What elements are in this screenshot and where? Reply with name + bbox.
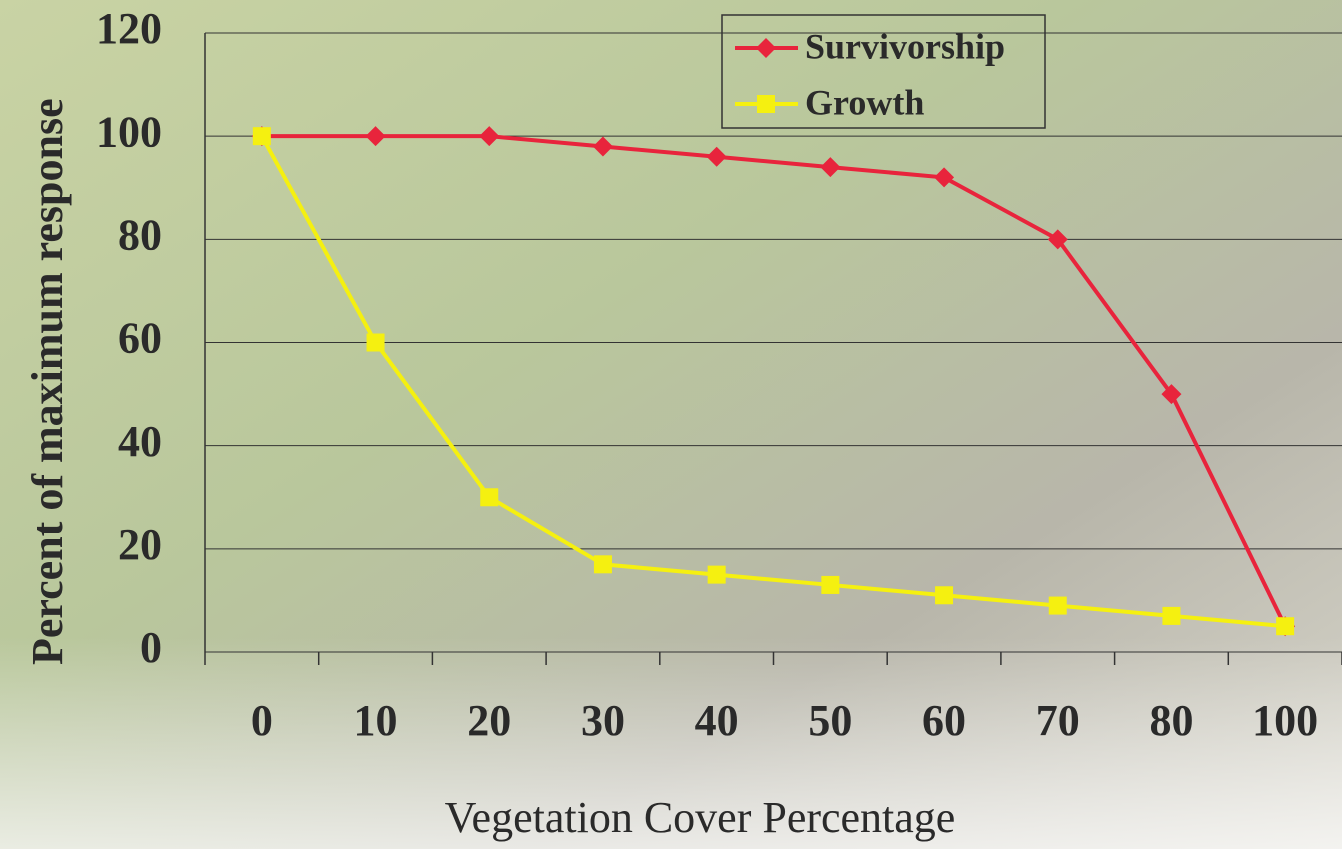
data-point <box>479 126 500 147</box>
data-point <box>365 126 386 147</box>
y-axis-label: Percent of maximum response <box>23 98 72 665</box>
x-axis-label: Vegetation Cover Percentage <box>445 793 956 842</box>
legend-label: Growth <box>805 82 924 122</box>
data-point <box>707 565 726 584</box>
data-point <box>480 488 499 507</box>
data-point <box>252 127 271 146</box>
x-tick-label: 80 <box>1149 696 1193 745</box>
legend-marker <box>757 95 775 113</box>
data-point <box>1161 384 1182 405</box>
data-point <box>1047 229 1068 250</box>
x-tick-label: 70 <box>1036 696 1080 745</box>
x-tick-label: 10 <box>354 696 398 745</box>
data-point <box>821 575 840 594</box>
y-tick-label: 20 <box>118 520 162 569</box>
x-tick-label: 40 <box>695 696 739 745</box>
x-tick-label: 50 <box>808 696 852 745</box>
data-point <box>934 167 955 188</box>
y-tick-label: 0 <box>140 623 162 672</box>
data-point <box>592 136 613 157</box>
x-tick-label: 100 <box>1252 696 1318 745</box>
y-tick-label: 100 <box>96 107 162 156</box>
y-tick-label: 80 <box>118 210 162 259</box>
x-tick-label: 0 <box>251 696 273 745</box>
y-tick-label: 60 <box>118 314 162 363</box>
series-line <box>260 135 1286 629</box>
data-point <box>593 555 612 574</box>
x-tick-label: 60 <box>922 696 966 745</box>
legend-label: Survivorship <box>805 26 1005 66</box>
data-point <box>1276 617 1295 636</box>
y-tick-label: 120 <box>96 4 162 53</box>
data-point <box>935 586 954 605</box>
x-tick-label: 30 <box>581 696 625 745</box>
series-line <box>261 134 1287 628</box>
data-point <box>1162 606 1181 625</box>
x-tick-label: 20 <box>467 696 511 745</box>
data-point <box>1048 596 1067 615</box>
legend <box>721 14 1046 129</box>
data-point <box>706 146 727 167</box>
data-point <box>820 157 841 178</box>
data-point <box>366 333 385 352</box>
y-tick-label: 40 <box>118 417 162 466</box>
legend-marker <box>756 38 776 58</box>
